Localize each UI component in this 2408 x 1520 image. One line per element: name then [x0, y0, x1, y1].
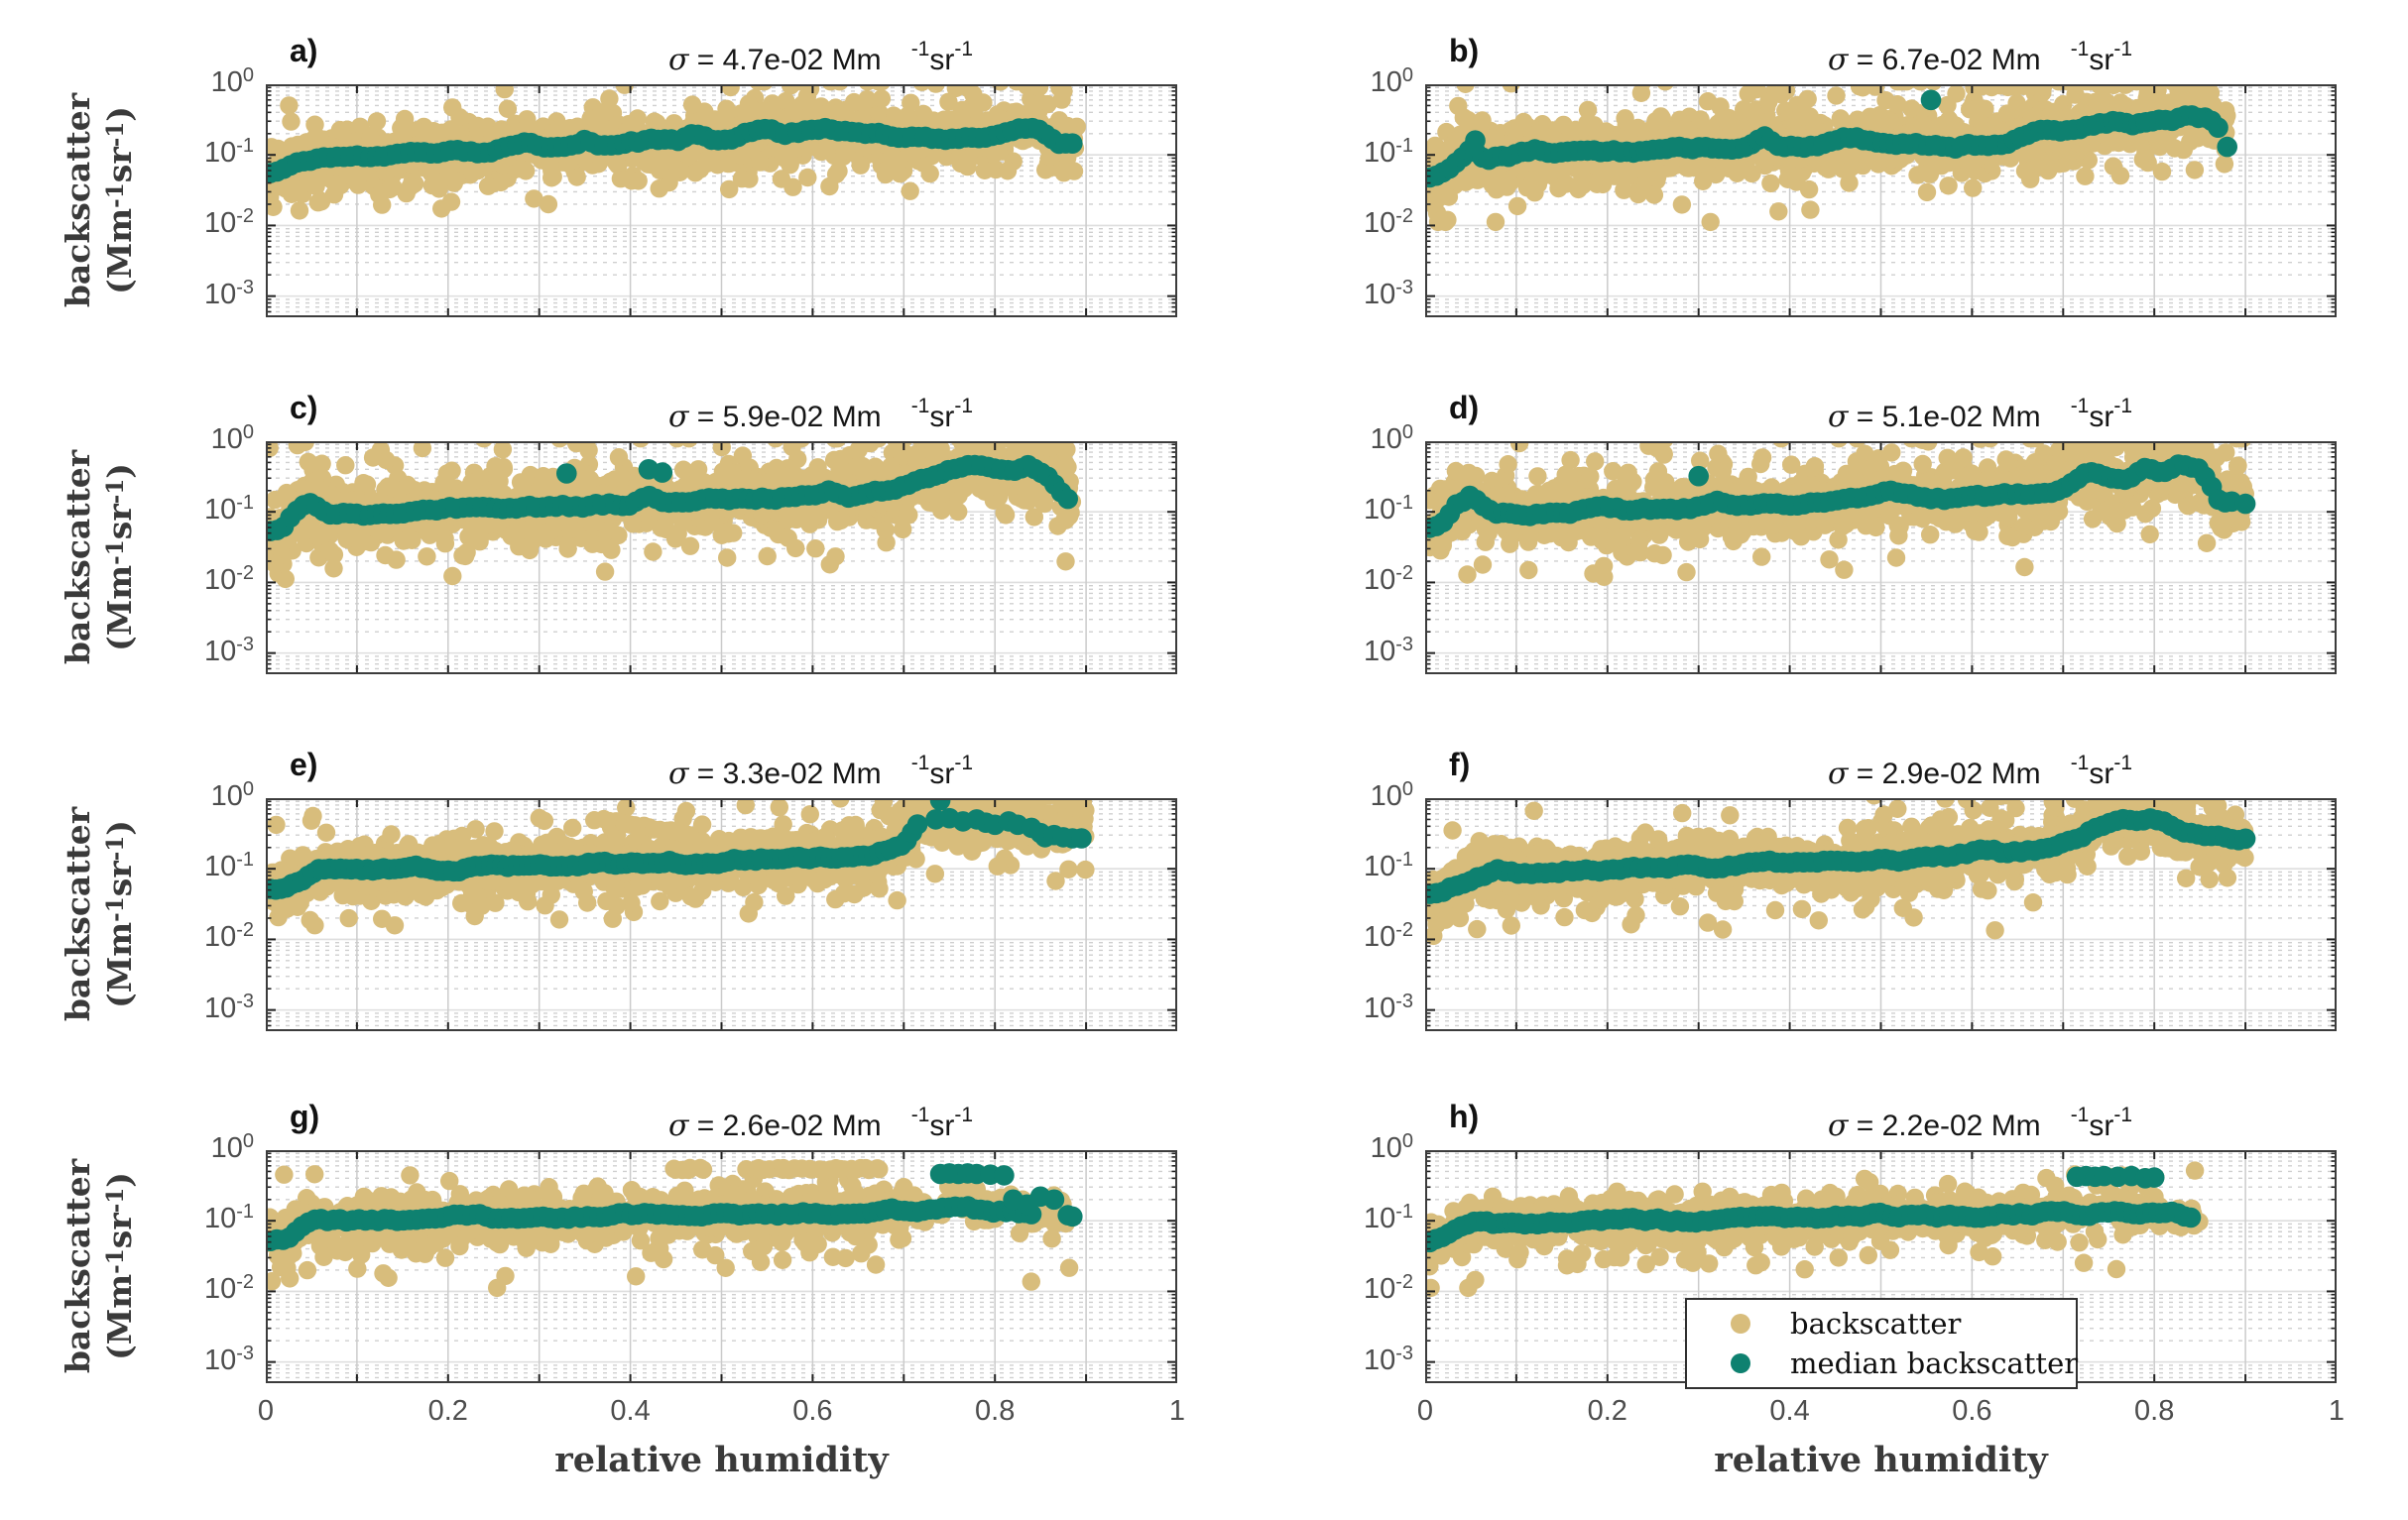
median-backscatter-points-layer: [1425, 1165, 2202, 1253]
y-tick-label: 10-1: [1363, 135, 1413, 170]
plot-area-b: [1425, 84, 2337, 317]
x-tick-label: 0.4: [1769, 1395, 1810, 1427]
plot-area-a: [266, 84, 1177, 317]
y-tick-label: 10-3: [1363, 276, 1413, 310]
panel-title: σ = 5.1e-02 Mm -1sr-1: [1827, 395, 2133, 434]
y-tick-label: 10-2: [1363, 919, 1413, 954]
panel-title: σ = 6.7e-02 Mm -1sr-1: [1827, 38, 2133, 77]
y-tick-label: 100: [1370, 1130, 1413, 1164]
x-tick-label: 0.8: [975, 1395, 1016, 1427]
y-tick-label: 10-1: [203, 135, 254, 170]
panel-b: b) σ = 6.7e-02 Mm -1sr-1 100 10-1 10-2 10-3: [1364, 33, 2337, 317]
panel-letter: b): [1449, 33, 1480, 68]
y-tick-label: 10-3: [1363, 633, 1413, 667]
y-tick-label: 10-1: [1363, 1201, 1413, 1235]
legend-label: median backscatter: [1790, 1346, 2079, 1381]
panel-d: d) σ = 5.1e-02 Mm -1sr-1 100 10-1 10-2 10-3: [1364, 390, 2337, 674]
median-backscatter-points-layer: [266, 454, 1078, 541]
plot-area-h: [1425, 1150, 2337, 1383]
y-tick-label: 10-2: [1363, 1271, 1413, 1306]
x-tick-label: 1: [1168, 1395, 1186, 1427]
plot-area-f: [1425, 798, 2337, 1031]
legend-item-median-backscatter: median backscatter: [1687, 1346, 2079, 1381]
x-axis-label: relative humidity: [1714, 1440, 2048, 1480]
y-tick-label: 10-3: [203, 1342, 254, 1376]
panel-f: f) σ = 2.9e-02 Mm -1sr-1 100 10-1 10-2 10-3: [1364, 747, 2337, 1031]
median-backscatter-marker-icon: [1731, 1353, 1750, 1374]
y-tick-label: 10-1: [203, 1201, 254, 1235]
y-tick-label: 10-2: [203, 919, 254, 954]
plot-area-e: [266, 798, 1177, 1031]
y-tick-label: 10-2: [203, 562, 254, 597]
y-tick-label: 100: [1370, 421, 1413, 455]
legend-item-backscatter: backscatter: [1687, 1307, 2076, 1341]
y-tick-label: 10-1: [1363, 849, 1413, 883]
y-axis-label: backscatter (Mm-1sr-1): [59, 92, 139, 308]
y-tick-label: 10-2: [1363, 562, 1413, 597]
panel-e: e) σ = 3.3e-02 Mm -1sr-1 100 10-1 10-2 10-3: [204, 747, 1177, 1031]
y-tick-label: 100: [210, 64, 254, 98]
median-backscatter-points-layer: [266, 117, 1083, 183]
median-backscatter-points-layer: [1425, 89, 2237, 188]
x-tick-label: 0.8: [2134, 1395, 2175, 1427]
y-tick-label: 100: [210, 421, 254, 455]
y-tick-label: 100: [1370, 778, 1413, 812]
y-axis-label: backscatter (Mm-1sr-1): [59, 1158, 139, 1374]
y-tick-label: 100: [210, 778, 254, 812]
panel-letter: h): [1449, 1099, 1480, 1134]
x-tick-label: 0.2: [1587, 1395, 1627, 1427]
y-tick-label: 10-1: [203, 849, 254, 883]
panel-title: σ = 2.9e-02 Mm -1sr-1: [1827, 752, 2133, 791]
legend: backscatter median backscatter: [1685, 1298, 2078, 1389]
x-tick-label: 0.4: [610, 1395, 651, 1427]
plot-area-d: [1425, 441, 2337, 674]
y-tick-label: 10-2: [1363, 205, 1413, 240]
x-tick-label: 0: [1416, 1395, 1434, 1427]
y-tick-label: 10-1: [203, 492, 254, 526]
plot-area-c: [266, 441, 1177, 674]
x-tick-label: 1: [2328, 1395, 2346, 1427]
y-tick-label: 100: [1370, 64, 1413, 98]
y-tick-label: 10-2: [203, 205, 254, 240]
median-backscatter-points-layer: [1425, 454, 2256, 538]
panel-letter: a): [290, 33, 318, 68]
y-tick-label: 10-3: [1363, 990, 1413, 1024]
x-tick-label: 0.6: [792, 1395, 833, 1427]
x-axis-label: relative humidity: [554, 1440, 889, 1480]
backscatter-marker-icon: [1731, 1313, 1750, 1334]
x-tick-label: 0.2: [427, 1395, 468, 1427]
legend-label: backscatter: [1790, 1306, 1962, 1341]
panel-title: σ = 3.3e-02 Mm -1sr-1: [667, 752, 974, 791]
panel-letter: d): [1449, 390, 1480, 425]
panel-a: a) σ = 4.7e-02 Mm -1sr-1 100 10-1 10-2 10-3: [204, 33, 1177, 317]
x-tick-label: 0.6: [1952, 1395, 1992, 1427]
panel-c: c) σ = 5.9e-02 Mm -1sr-1 100 10-1 10-2 10-3: [204, 390, 1177, 674]
panel-letter: c): [290, 390, 318, 425]
panel-g: g) σ = 2.6e-02 Mm -1sr-1 100 10-1 10-2 10-3 0…: [204, 1099, 1185, 1427]
y-tick-label: 10-3: [203, 990, 254, 1024]
panel-letter: e): [290, 747, 318, 782]
x-tick-label: 0: [257, 1395, 275, 1427]
y-tick-label: 10-3: [203, 276, 254, 310]
median-backscatter-points-layer: [1425, 808, 2256, 904]
panel-letter: g): [290, 1099, 320, 1134]
y-tick-label: 10-3: [203, 633, 254, 667]
plot-area-g: [266, 1150, 1177, 1383]
y-tick-label: 10-2: [203, 1271, 254, 1306]
median-backscatter-points-layer: [266, 798, 1092, 900]
y-tick-label: 100: [210, 1130, 254, 1164]
panel-title: σ = 4.7e-02 Mm -1sr-1: [667, 38, 974, 77]
y-tick-label: 10-3: [1363, 1342, 1413, 1376]
panel-letter: f): [1449, 747, 1471, 782]
y-tick-label: 10-1: [1363, 492, 1413, 526]
panel-h: h) σ = 2.2e-02 Mm -1sr-1 backscatter medi…: [1364, 1099, 2345, 1427]
panel-title: σ = 2.6e-02 Mm -1sr-1: [667, 1104, 974, 1143]
y-axis-label: backscatter (Mm-1sr-1): [59, 449, 139, 665]
median-backscatter-points-layer: [266, 1163, 1083, 1251]
panel-title: σ = 5.9e-02 Mm -1sr-1: [667, 395, 974, 434]
panel-title: σ = 2.2e-02 Mm -1sr-1: [1827, 1104, 2133, 1143]
